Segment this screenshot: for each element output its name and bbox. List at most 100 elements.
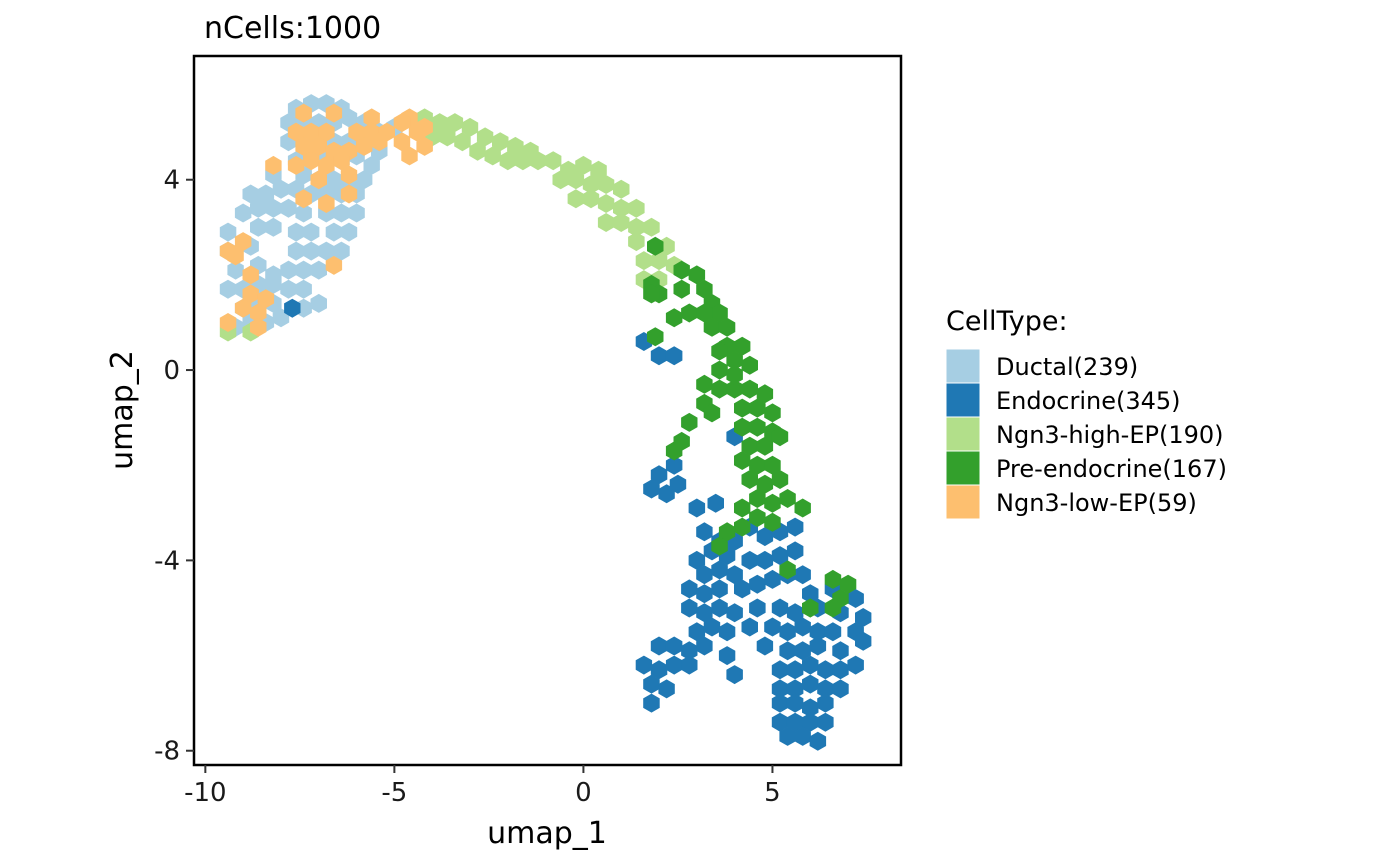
hex-series-4-36: [325, 255, 343, 275]
hex-series-1-25: [741, 550, 758, 570]
hex-series-1-0: [284, 298, 301, 318]
hex-series-1-33: [749, 574, 766, 594]
hex-series-1-60: [650, 636, 668, 656]
hex-series-4-11: [393, 113, 411, 133]
hex-series-2-11: [469, 141, 486, 161]
hex-series-3-58: [779, 560, 796, 580]
hex-series-4-24: [401, 146, 418, 166]
hex-series-1-63: [696, 636, 713, 656]
hex-series-4-30: [295, 189, 312, 209]
hex-series-1-41: [696, 603, 713, 623]
hex-series-1-83: [658, 679, 675, 699]
hex-series-3-39: [756, 436, 774, 456]
hex-series-3-23: [696, 374, 713, 394]
hex-series-4-34: [219, 241, 237, 261]
hex-series-3-45: [741, 470, 758, 489]
legend-swatch: [945, 348, 981, 384]
hex-series-0-56: [287, 241, 305, 261]
hex-series-1-86: [802, 674, 819, 694]
hex-series-3-31: [764, 403, 781, 423]
hex-series-3-43: [749, 455, 766, 475]
y-tick-label: -8: [154, 737, 180, 767]
hex-series-1-53: [741, 617, 758, 637]
hex-series-3-56: [794, 498, 811, 518]
hex-series-4-18: [371, 132, 388, 152]
hex-series-4-7: [318, 122, 335, 142]
hex-series-1-50: [688, 622, 706, 642]
hex-series-4-0: [295, 103, 312, 123]
hex-series-3-25: [726, 379, 743, 399]
hex-series-3-4: [696, 279, 713, 299]
hex-series-3-12: [665, 308, 683, 328]
hex-series-2-37: [650, 251, 668, 271]
hex-series-1-8: [643, 479, 660, 499]
hex-series-3-44: [764, 455, 781, 475]
hex-series-1-54: [764, 617, 781, 637]
hex-series-2-33: [643, 217, 660, 237]
hex-series-3-34: [734, 417, 751, 437]
hex-series-1-21: [688, 550, 706, 570]
hex-series-1-100: [809, 731, 827, 751]
hex-series-3-60: [839, 574, 857, 594]
hex-series-1-84: [771, 679, 789, 699]
hex-series-3-42: [734, 451, 751, 470]
hex-series-3-63: [824, 598, 842, 618]
legend-swatch: [945, 382, 981, 418]
hex-series-2-1: [431, 113, 448, 133]
hex-series-3-35: [749, 417, 766, 437]
hex-series-1-98: [779, 726, 796, 746]
hex-series-3-48: [749, 489, 766, 508]
hex-series-1-61: [665, 636, 683, 656]
hex-series-1-93: [817, 693, 834, 713]
hex-series-3-29: [734, 398, 751, 418]
x-tick-label: 5: [764, 778, 781, 808]
hex-series-3-47: [771, 470, 789, 489]
hex-series-1-91: [786, 693, 804, 713]
hex-series-1-69: [855, 631, 872, 651]
hex-series-0-69: [265, 274, 282, 294]
hex-series-1-85: [786, 679, 804, 699]
hex-series-3-10: [681, 303, 698, 323]
hex-series-1-10: [688, 498, 706, 518]
hex-series-1-92: [802, 698, 819, 718]
y-tick-label: 4: [163, 166, 180, 196]
hex-series-3-11: [696, 303, 713, 323]
hex-series-1-37: [802, 584, 819, 604]
hex-series-1-64: [756, 636, 774, 656]
hex-series-2-15: [529, 151, 547, 171]
hex-series-0-50: [287, 222, 305, 242]
hex-series-0-28: [325, 170, 343, 190]
hex-series-0-60: [227, 260, 244, 280]
hex-series-0-42: [280, 198, 297, 218]
hex-series-2-19: [590, 160, 607, 180]
hex-series-0-30: [355, 170, 373, 190]
hex-series-2-20: [552, 170, 569, 190]
hex-series-1-46: [786, 603, 804, 623]
hex-series-3-3: [688, 265, 706, 285]
hex-series-4-38: [257, 289, 275, 309]
hex-series-1-11: [707, 493, 724, 513]
hex-series-1-27: [771, 546, 789, 566]
legend-swatch: [945, 450, 981, 486]
hex-series-1-31: [711, 579, 728, 599]
hex-series-1-42: [711, 598, 728, 618]
hex-series-4-14: [310, 136, 327, 156]
hex-series-2-30: [597, 213, 615, 232]
legend-swatch: [945, 416, 981, 452]
hex-series-4-12: [408, 122, 426, 142]
hex-series-1-40: [681, 598, 698, 618]
hex-series-4-1: [325, 103, 343, 123]
hex-series-1-99: [794, 726, 811, 746]
hex-series-3-32: [703, 403, 721, 423]
hex-series-3-8: [643, 284, 660, 304]
hex-series-3-33: [681, 412, 698, 432]
hex-series-1-90: [771, 693, 789, 713]
hex-series-1-95: [786, 712, 804, 732]
hex-series-4-31: [318, 194, 335, 213]
hex-series-3-17: [734, 336, 751, 356]
hex-series-0-49: [265, 217, 282, 237]
hex-series-3-64: [802, 598, 819, 618]
hex-series-2-16: [544, 151, 562, 171]
legend-label: Endocrine(345): [996, 387, 1181, 415]
